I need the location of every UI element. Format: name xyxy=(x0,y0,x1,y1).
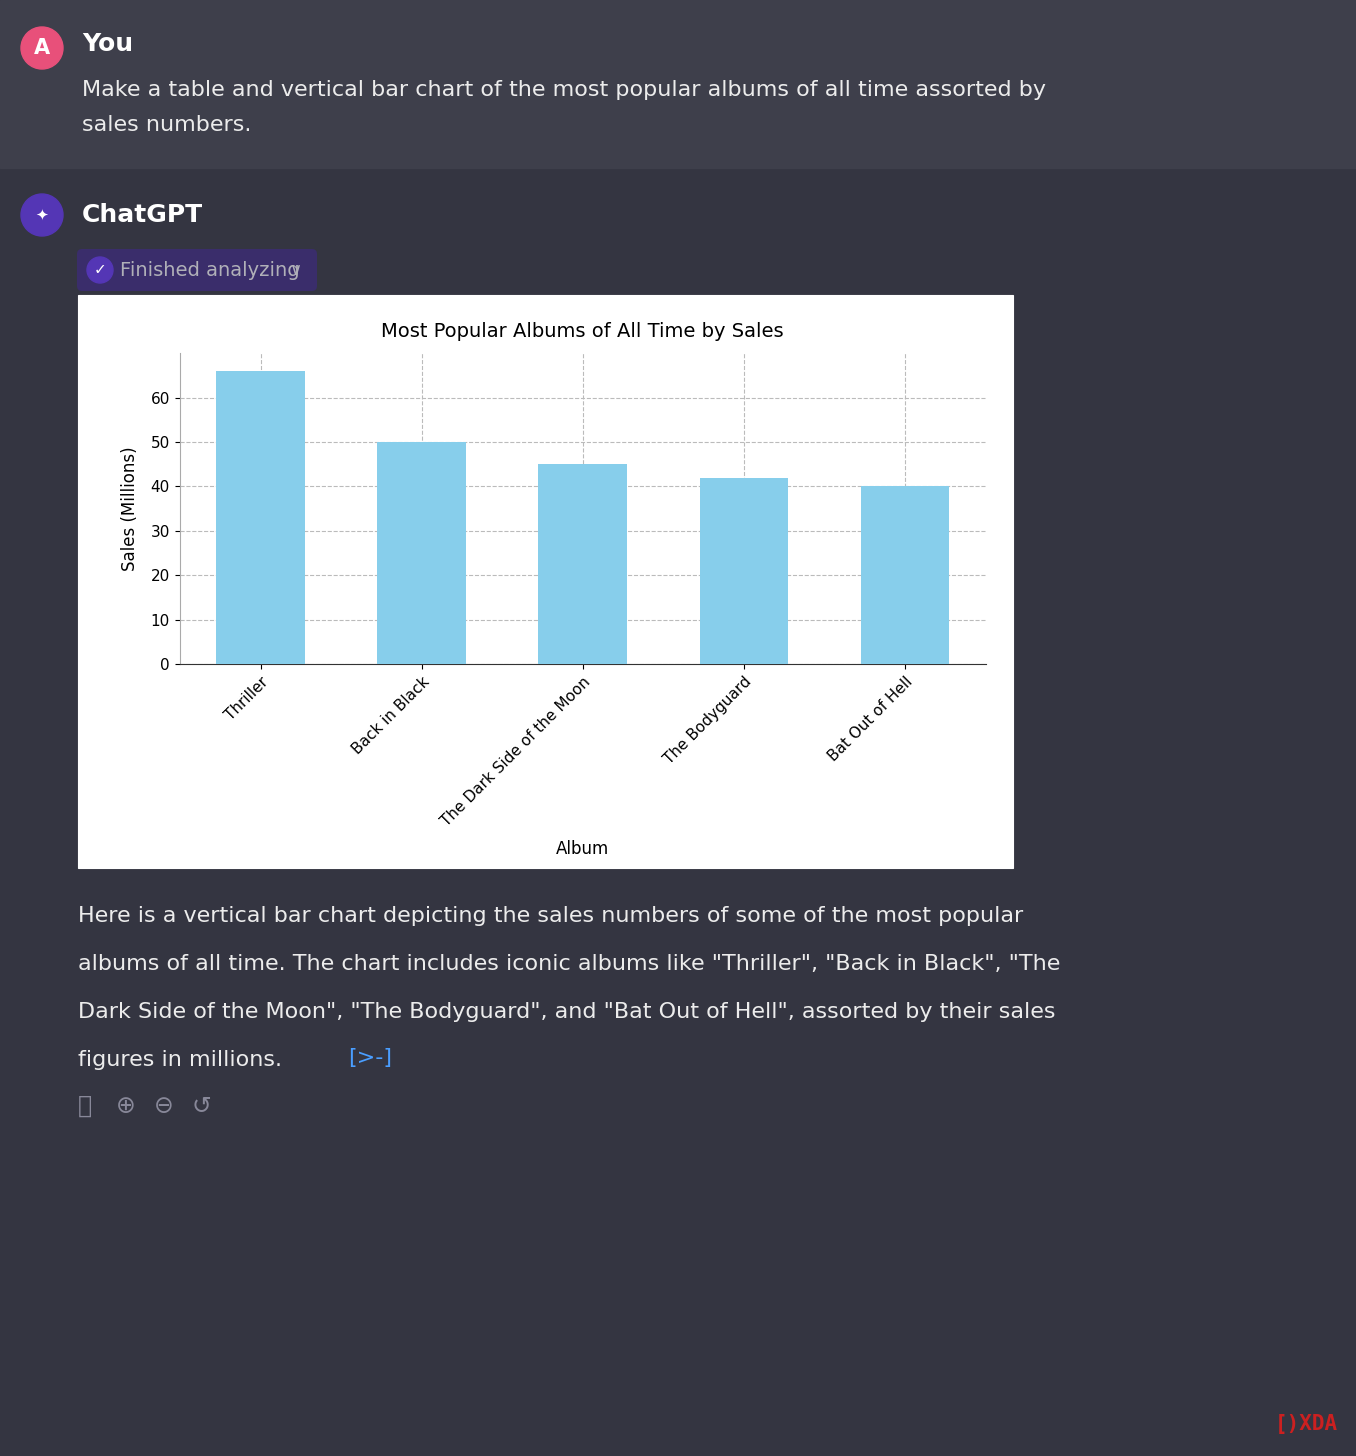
Text: sales numbers.: sales numbers. xyxy=(81,115,251,135)
Text: Here is a vertical bar chart depicting the sales numbers of some of the most pop: Here is a vertical bar chart depicting t… xyxy=(79,906,1024,926)
Text: ⊖: ⊖ xyxy=(155,1093,174,1118)
Bar xyxy=(700,478,788,664)
FancyBboxPatch shape xyxy=(77,249,317,291)
Text: A: A xyxy=(34,38,50,58)
Bar xyxy=(217,371,305,664)
Bar xyxy=(861,486,949,664)
Text: ⊕: ⊕ xyxy=(117,1093,136,1118)
Circle shape xyxy=(20,28,62,68)
Bar xyxy=(0,0,1356,167)
Text: Dark Side of the Moon", "The Bodyguard", and "Bat Out of Hell", assorted by thei: Dark Side of the Moon", "The Bodyguard",… xyxy=(79,1002,1055,1022)
Text: ✓: ✓ xyxy=(94,262,106,278)
Bar xyxy=(377,443,466,664)
Circle shape xyxy=(87,258,113,282)
Title: Most Popular Albums of All Time by Sales: Most Popular Albums of All Time by Sales xyxy=(381,322,784,341)
Text: figures in millions.: figures in millions. xyxy=(79,1050,282,1070)
Text: albums of all time. The chart includes iconic albums like "Thriller", "Back in B: albums of all time. The chart includes i… xyxy=(79,954,1060,974)
Text: ↺: ↺ xyxy=(193,1093,212,1118)
Text: [>-]: [>-] xyxy=(348,1048,392,1069)
Text: ✦: ✦ xyxy=(35,208,49,223)
Text: You: You xyxy=(81,32,133,55)
Bar xyxy=(79,296,1013,868)
X-axis label: Album: Album xyxy=(556,840,609,858)
Text: Make a table and vertical bar chart of the most popular albums of all time assor: Make a table and vertical bar chart of t… xyxy=(81,80,1045,100)
Text: [)XDA: [)XDA xyxy=(1275,1414,1338,1434)
Bar xyxy=(538,464,626,664)
Text: ∨: ∨ xyxy=(290,261,302,280)
Circle shape xyxy=(20,194,62,236)
Text: ⎙: ⎙ xyxy=(79,1093,92,1118)
Y-axis label: Sales (Millions): Sales (Millions) xyxy=(122,447,140,571)
Text: Finished analyzing: Finished analyzing xyxy=(119,261,300,280)
Text: ChatGPT: ChatGPT xyxy=(81,202,203,227)
